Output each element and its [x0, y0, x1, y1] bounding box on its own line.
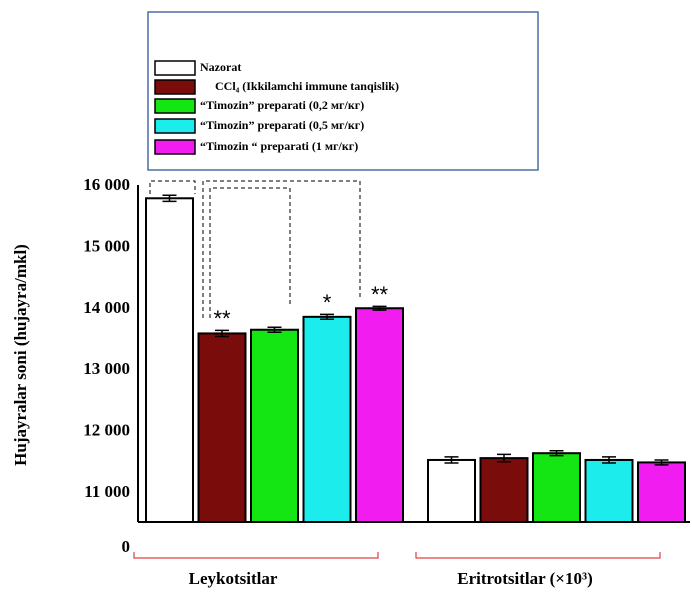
category-bracket	[415, 552, 661, 559]
legend-swatch	[154, 98, 196, 114]
error-bar	[267, 326, 282, 333]
error-bar	[654, 459, 669, 466]
error-bar	[372, 305, 387, 311]
annotation: **	[213, 306, 231, 331]
annotation: *	[323, 290, 332, 315]
bar	[355, 307, 404, 524]
y-tick-label: 14 000	[83, 298, 130, 317]
bar	[584, 458, 634, 523]
legend-swatch	[154, 139, 196, 155]
y-tick-label: 13 000	[83, 359, 130, 378]
bar	[197, 332, 247, 523]
y-tick-label: 15 000	[83, 236, 130, 255]
y-tick-label: 12 000	[83, 421, 130, 440]
significance-brackets	[149, 180, 361, 318]
legend-label: Nazorat	[200, 60, 241, 74]
category-bracket	[133, 552, 379, 559]
bar	[479, 457, 529, 524]
legend-swatch	[154, 79, 196, 95]
error-bar	[215, 329, 229, 338]
bar	[302, 315, 352, 523]
bar	[145, 197, 194, 523]
x-category-label: Leykotsitlar	[189, 569, 278, 588]
legend-label: “Timozin “ preparati (1 мг/кг)	[200, 139, 358, 153]
bar	[250, 328, 299, 524]
bar	[427, 458, 476, 523]
error-bar	[162, 194, 177, 203]
y-axis-label: Hujayralar soni (hujayra/mkl)	[11, 244, 30, 466]
legend-label: “Timozin” preparati (0,5 мг/кг)	[200, 118, 364, 132]
bar	[637, 461, 686, 523]
bar	[532, 452, 581, 523]
legend-label: “Timozin” preparati (0,2 мг/кг)	[200, 98, 364, 112]
y-tick-label: 11 000	[84, 482, 130, 501]
legend-box	[147, 11, 539, 171]
x-category-label: Eritrotsitlar (×10³)	[457, 569, 593, 588]
error-bar	[320, 313, 334, 321]
legend-label: CCl₄ (Ikkilamchi immune tanqislik)	[215, 79, 399, 93]
y-tick-label: 0	[122, 537, 131, 556]
error-bar	[549, 449, 564, 457]
legend-swatch	[154, 60, 196, 76]
error-bar	[497, 453, 511, 463]
annotation: **	[371, 282, 389, 307]
error-bar	[602, 456, 616, 464]
legend-swatch	[154, 118, 196, 134]
error-bar	[444, 456, 459, 464]
y-tick-label: 16 000	[83, 175, 130, 194]
